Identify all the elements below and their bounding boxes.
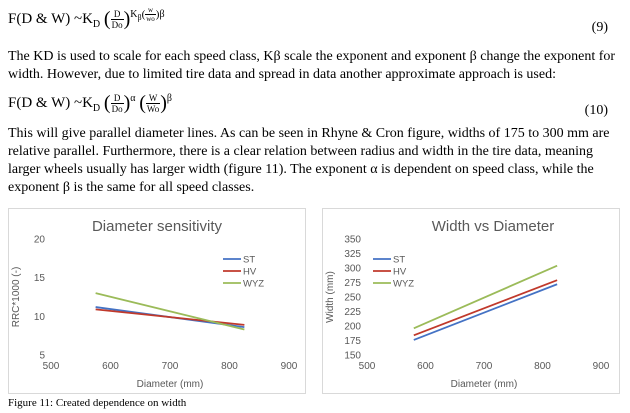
- chart-svg: Diameter sensitivity 500 600 700 800 900 5 10 15…: [11, 218, 298, 390]
- y-tick-label: 300: [344, 264, 361, 275]
- legend-label: WYZ: [393, 279, 414, 290]
- chart-title: Width vs Diameter: [432, 218, 555, 235]
- y-axis-label: Width (mm): [325, 271, 336, 323]
- legend-label: HV: [393, 267, 407, 278]
- y-axis-label: RRC*1000 (-): [11, 267, 22, 328]
- fraction: D Do: [110, 93, 124, 114]
- y-tick-label: 250: [344, 293, 361, 304]
- width-vs-diameter-chart: Width vs Diameter 500 600 700 800 900 150 175 20…: [322, 208, 620, 394]
- series-line-hv: [95, 308, 245, 326]
- figure-caption: Figure 11: Created dependence on width: [8, 397, 187, 409]
- paragraph: The KD is used to scale for each speed c…: [8, 49, 616, 82]
- paragraph: This will give parallel diameter lines. …: [8, 126, 610, 195]
- equation-9: F(D & W) ~KD (D Do)Kβ(w wo)β: [8, 6, 165, 30]
- series-line-hv: [413, 279, 558, 337]
- x-axis-label: Diameter (mm): [451, 379, 518, 390]
- legend-label: ST: [243, 255, 255, 266]
- x-tick-label: 900: [593, 361, 610, 372]
- y-tick-label: 275: [344, 278, 361, 289]
- chart-svg: Width vs Diameter 500 600 700 800 900 150 175 20…: [325, 218, 610, 390]
- x-tick-label: 800: [534, 361, 551, 372]
- equation-lhs: F(D & W) ~K: [8, 10, 93, 27]
- diameter-sensitivity-chart: Diameter sensitivity 500 600 700 800 900 5 10 15…: [8, 208, 306, 394]
- series-line-wyz: [413, 264, 558, 330]
- legend-label: HV: [243, 267, 257, 278]
- x-tick-label: 700: [476, 361, 493, 372]
- y-tick-label: 10: [34, 312, 46, 323]
- x-tick-label: 900: [281, 361, 298, 372]
- y-tick-label: 150: [344, 351, 361, 362]
- series-line-st: [413, 283, 558, 341]
- equation-number: (10): [584, 103, 608, 118]
- x-tick-label: 700: [162, 361, 179, 372]
- legend-label: ST: [393, 255, 405, 266]
- y-tick-label: 225: [344, 307, 361, 318]
- y-tick-label: 20: [34, 235, 46, 246]
- equation-number: (9): [591, 20, 608, 35]
- fraction: W Wo: [145, 93, 161, 114]
- equation-10: F(D & W) ~KD (D Do)α (W Wo)β: [8, 92, 172, 114]
- chart-title: Diameter sensitivity: [92, 218, 223, 235]
- y-tick-label: 5: [39, 351, 45, 362]
- y-tick-label: 200: [344, 322, 361, 333]
- y-tick-label: 325: [344, 249, 361, 260]
- series-line-wyz: [95, 292, 245, 331]
- y-tick-label: 175: [344, 336, 361, 347]
- legend-label: WYZ: [243, 279, 264, 290]
- equation-lhs: F(D & W) ~K: [8, 94, 93, 111]
- equation-subscript: D: [92, 18, 101, 30]
- x-tick-label: 500: [43, 361, 60, 372]
- x-tick-label: 800: [221, 361, 238, 372]
- x-axis-label: Diameter (mm): [137, 379, 204, 390]
- y-tick-label: 350: [344, 235, 361, 246]
- x-tick-label: 600: [417, 361, 434, 372]
- equation-subscript: D: [92, 102, 101, 114]
- x-tick-label: 600: [102, 361, 119, 372]
- y-tick-label: 15: [34, 273, 46, 284]
- fraction: D Do: [110, 8, 124, 30]
- x-tick-label: 500: [359, 361, 376, 372]
